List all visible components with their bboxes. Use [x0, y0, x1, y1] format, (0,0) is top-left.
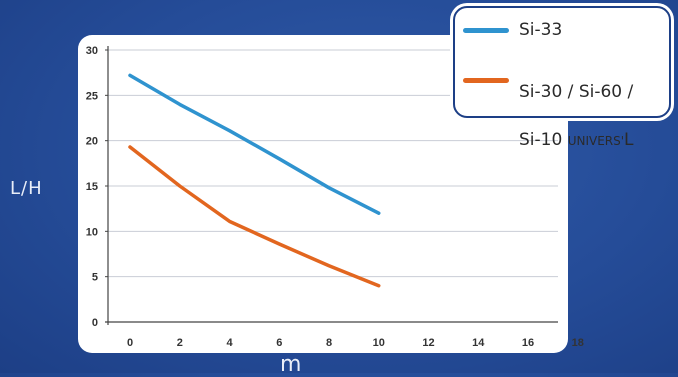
x-tick-12: 12 — [422, 337, 434, 349]
x-tick-16: 16 — [522, 337, 534, 349]
legend-item-si-33: Si-33 — [463, 18, 562, 42]
x-tick-6: 6 — [276, 337, 282, 349]
y-tick-0: 0 — [92, 317, 98, 329]
legend-label-line2: Si-10 — [519, 130, 568, 150]
legend-label-tail: L — [624, 130, 634, 150]
legend: Si-33 Si-30 / Si-60 / Si-10 UNIVERS'L — [453, 6, 671, 150]
legend-label-si-30: Si-30 / Si-60 / Si-10 UNIVERS'L — [519, 56, 634, 153]
y-axis-label: L/H — [10, 178, 43, 199]
x-tick-14: 14 — [472, 337, 485, 349]
y-tick-10: 10 — [86, 226, 98, 238]
y-tick-15: 15 — [86, 181, 98, 193]
legend-label-line1: Si-30 / Si-60 / — [519, 82, 634, 102]
y-tick-30: 30 — [86, 45, 98, 57]
y-tick-labels: 0 5 10 15 20 25 30 — [86, 45, 98, 329]
x-axis-label: m — [280, 352, 302, 377]
legend-label-small: UNIVERS' — [567, 134, 625, 148]
series-line-2 — [128, 145, 381, 288]
x-tick-4: 4 — [226, 337, 233, 349]
legend-label-si-33: Si-33 — [519, 20, 563, 40]
series-lines — [128, 73, 381, 288]
legend-item-si-30: Si-30 / Si-60 / Si-10 UNIVERS'L — [463, 56, 634, 153]
x-tick-10: 10 — [373, 337, 385, 349]
axes — [105, 46, 558, 325]
x-tick-8: 8 — [326, 337, 332, 349]
x-tick-2: 2 — [177, 337, 183, 349]
y-tick-20: 20 — [86, 136, 98, 148]
legend-swatch-blue — [463, 28, 509, 33]
series-line-1 — [128, 73, 381, 215]
x-tick-0: 0 — [127, 337, 133, 349]
y-tick-5: 5 — [92, 272, 98, 284]
y-tick-25: 25 — [86, 90, 98, 102]
legend-swatch-orange — [463, 78, 509, 83]
x-tick-labels: 0 2 4 6 8 10 12 14 16 18 — [127, 337, 584, 349]
x-tick-18: 18 — [572, 337, 584, 349]
